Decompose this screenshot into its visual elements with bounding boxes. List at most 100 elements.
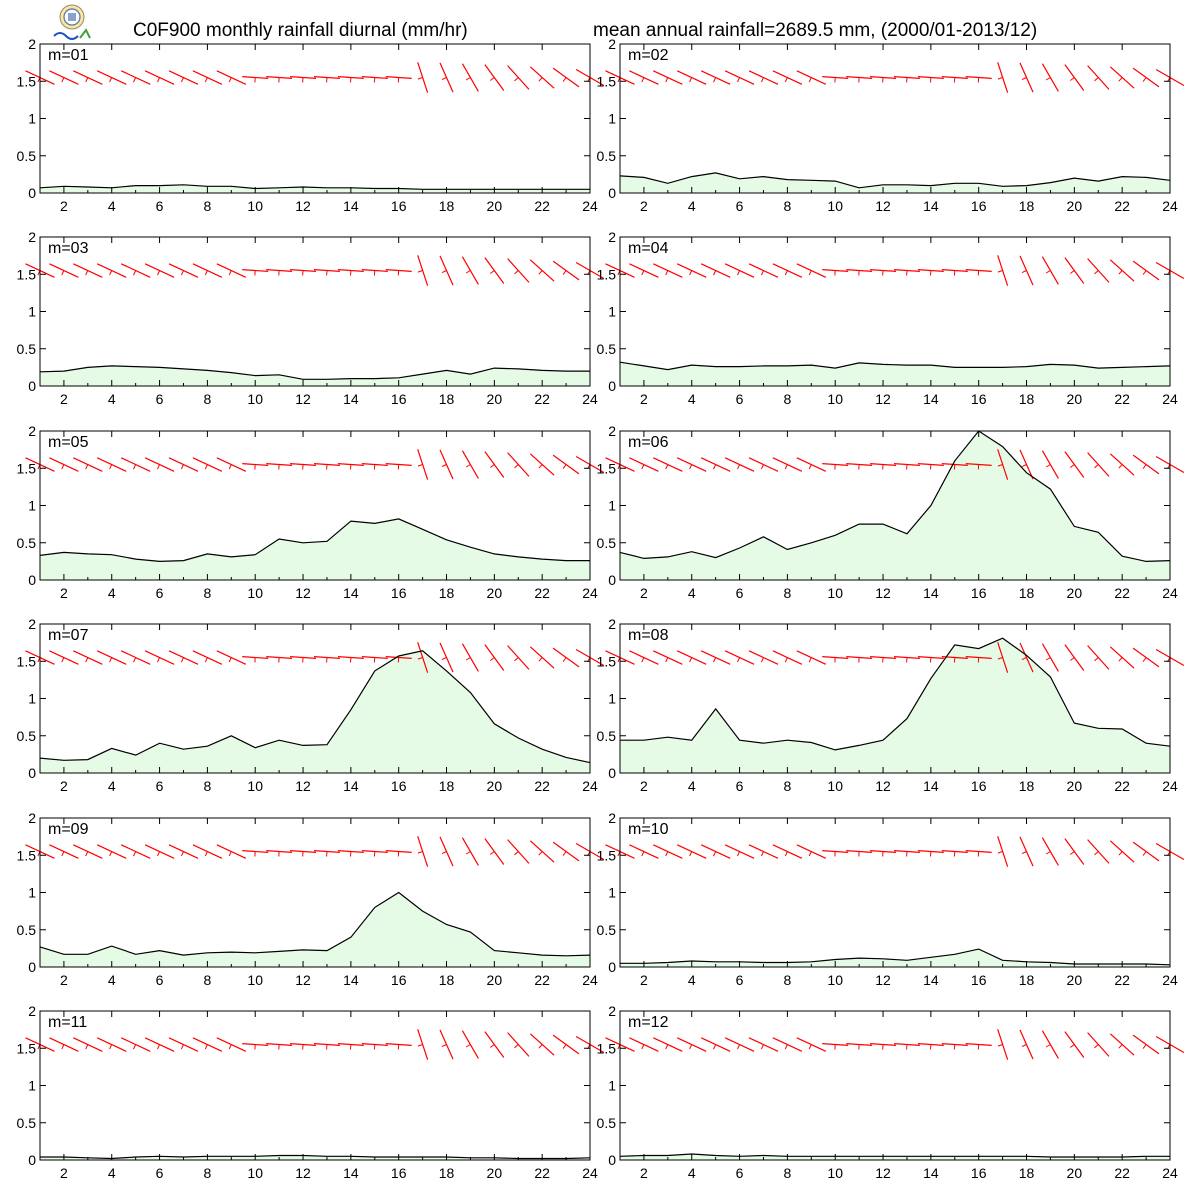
wind-barb-tick xyxy=(538,851,543,856)
rain-line xyxy=(39,650,591,764)
y-tick-label: 1 xyxy=(608,498,616,514)
rain-area xyxy=(40,518,590,580)
x-tick-label: 6 xyxy=(156,391,164,407)
rain-area xyxy=(40,650,590,773)
y-tick-label: 0.5 xyxy=(597,341,617,357)
wind-barb-tick xyxy=(1094,657,1099,662)
wind-barb-tick xyxy=(784,270,788,276)
wind-barb-tick xyxy=(760,270,764,276)
wind-barb-tick xyxy=(157,77,161,83)
wind-barb-tick xyxy=(180,851,184,857)
wind-barb-tick xyxy=(61,77,65,83)
wind-barb-tick xyxy=(1045,851,1051,855)
wind-barb-tick xyxy=(1045,464,1051,468)
wind-barb xyxy=(290,1043,317,1046)
x-tick-label: 6 xyxy=(156,585,164,601)
wind-barb-tick xyxy=(997,270,1003,273)
wind-barb xyxy=(266,656,293,659)
x-tick-label: 6 xyxy=(156,198,164,214)
wind-barb-tick xyxy=(1021,77,1027,81)
wind-barb xyxy=(846,656,873,659)
y-tick-label: 0.5 xyxy=(597,922,617,938)
x-tick-label: 22 xyxy=(534,585,550,601)
rain-line xyxy=(619,430,1171,563)
wind-barb-tick xyxy=(784,1044,788,1050)
wind-barb-tick xyxy=(665,77,669,83)
wind-barb-tick xyxy=(489,270,495,274)
x-tick-label: 6 xyxy=(736,391,744,407)
wind-barb-tick xyxy=(538,464,543,469)
x-tick-label: 16 xyxy=(391,585,407,601)
x-tick-label: 24 xyxy=(582,198,598,214)
wind-barb-tick xyxy=(228,1044,232,1050)
x-tick-label: 12 xyxy=(295,972,311,988)
wind-barb xyxy=(870,463,897,466)
y-tick-label: 0 xyxy=(28,572,36,588)
x-tick-label: 2 xyxy=(640,778,648,794)
x-tick-label: 8 xyxy=(203,972,211,988)
x-tick-label: 22 xyxy=(534,972,550,988)
y-tick-label: 2 xyxy=(608,36,616,52)
wind-barb-tick xyxy=(641,657,645,663)
y-tick-label: 0.5 xyxy=(597,728,617,744)
wind-barb xyxy=(242,850,269,853)
month-label: m=02 xyxy=(628,47,669,64)
y-tick-label: 1.5 xyxy=(597,653,617,669)
y-tick-label: 0.5 xyxy=(597,535,617,551)
wind-barb-tick xyxy=(85,270,89,276)
y-tick-label: 2 xyxy=(28,1003,36,1019)
x-tick-label: 8 xyxy=(783,1165,791,1181)
x-tick-label: 20 xyxy=(1067,585,1083,601)
wind-barb-tick xyxy=(562,464,567,469)
wind-barb-tick xyxy=(1070,1044,1075,1048)
x-tick-label: 12 xyxy=(875,778,891,794)
wind-barb-tick xyxy=(1070,464,1075,468)
wind-barb-tick xyxy=(228,77,232,83)
y-tick-label: 1 xyxy=(608,111,616,127)
wind-barb-tick xyxy=(180,657,184,663)
wind-barb-tick xyxy=(1021,657,1027,661)
month-label: m=03 xyxy=(48,240,89,257)
wind-barb-tick xyxy=(85,851,89,857)
x-tick-label: 24 xyxy=(1162,972,1178,988)
wind-barb-tick xyxy=(1118,851,1123,856)
wind-barb-tick xyxy=(180,464,184,470)
wind-barb-tick xyxy=(1021,464,1027,468)
wind-barb-tick xyxy=(109,77,113,83)
x-tick-label: 4 xyxy=(688,972,696,988)
rain-area xyxy=(40,1155,590,1160)
rain-line xyxy=(39,518,590,563)
wind-barb-tick xyxy=(808,657,812,663)
x-tick-label: 22 xyxy=(1114,585,1130,601)
wind-barb-tick xyxy=(85,464,89,470)
y-tick-label: 0.5 xyxy=(17,922,37,938)
y-tick-label: 0.5 xyxy=(17,728,37,744)
wind-barb-tick xyxy=(760,464,764,470)
x-tick-label: 22 xyxy=(534,778,550,794)
x-tick-label: 10 xyxy=(247,1165,263,1181)
wind-barb xyxy=(417,449,429,480)
wind-barb-tick xyxy=(61,657,65,663)
wind-barb-tick xyxy=(784,851,788,857)
wind-barb-tick xyxy=(562,77,567,82)
wind-barb-tick xyxy=(417,270,423,273)
wind-barb-tick xyxy=(713,77,717,83)
wind-barb xyxy=(1064,451,1085,478)
wind-barb-tick xyxy=(760,657,764,663)
x-tick-label: 12 xyxy=(875,1165,891,1181)
y-tick-label: 0 xyxy=(28,1152,36,1168)
wind-barb-tick xyxy=(1021,270,1027,274)
x-tick-label: 16 xyxy=(971,778,987,794)
wind-barb xyxy=(846,269,873,272)
wind-barb-tick xyxy=(228,851,232,857)
y-tick-label: 2 xyxy=(28,36,36,52)
x-tick-label: 6 xyxy=(736,198,744,214)
x-tick-label: 12 xyxy=(875,585,891,601)
wind-barb xyxy=(997,255,1009,286)
rain-line xyxy=(620,637,1171,751)
x-tick-label: 10 xyxy=(247,778,263,794)
